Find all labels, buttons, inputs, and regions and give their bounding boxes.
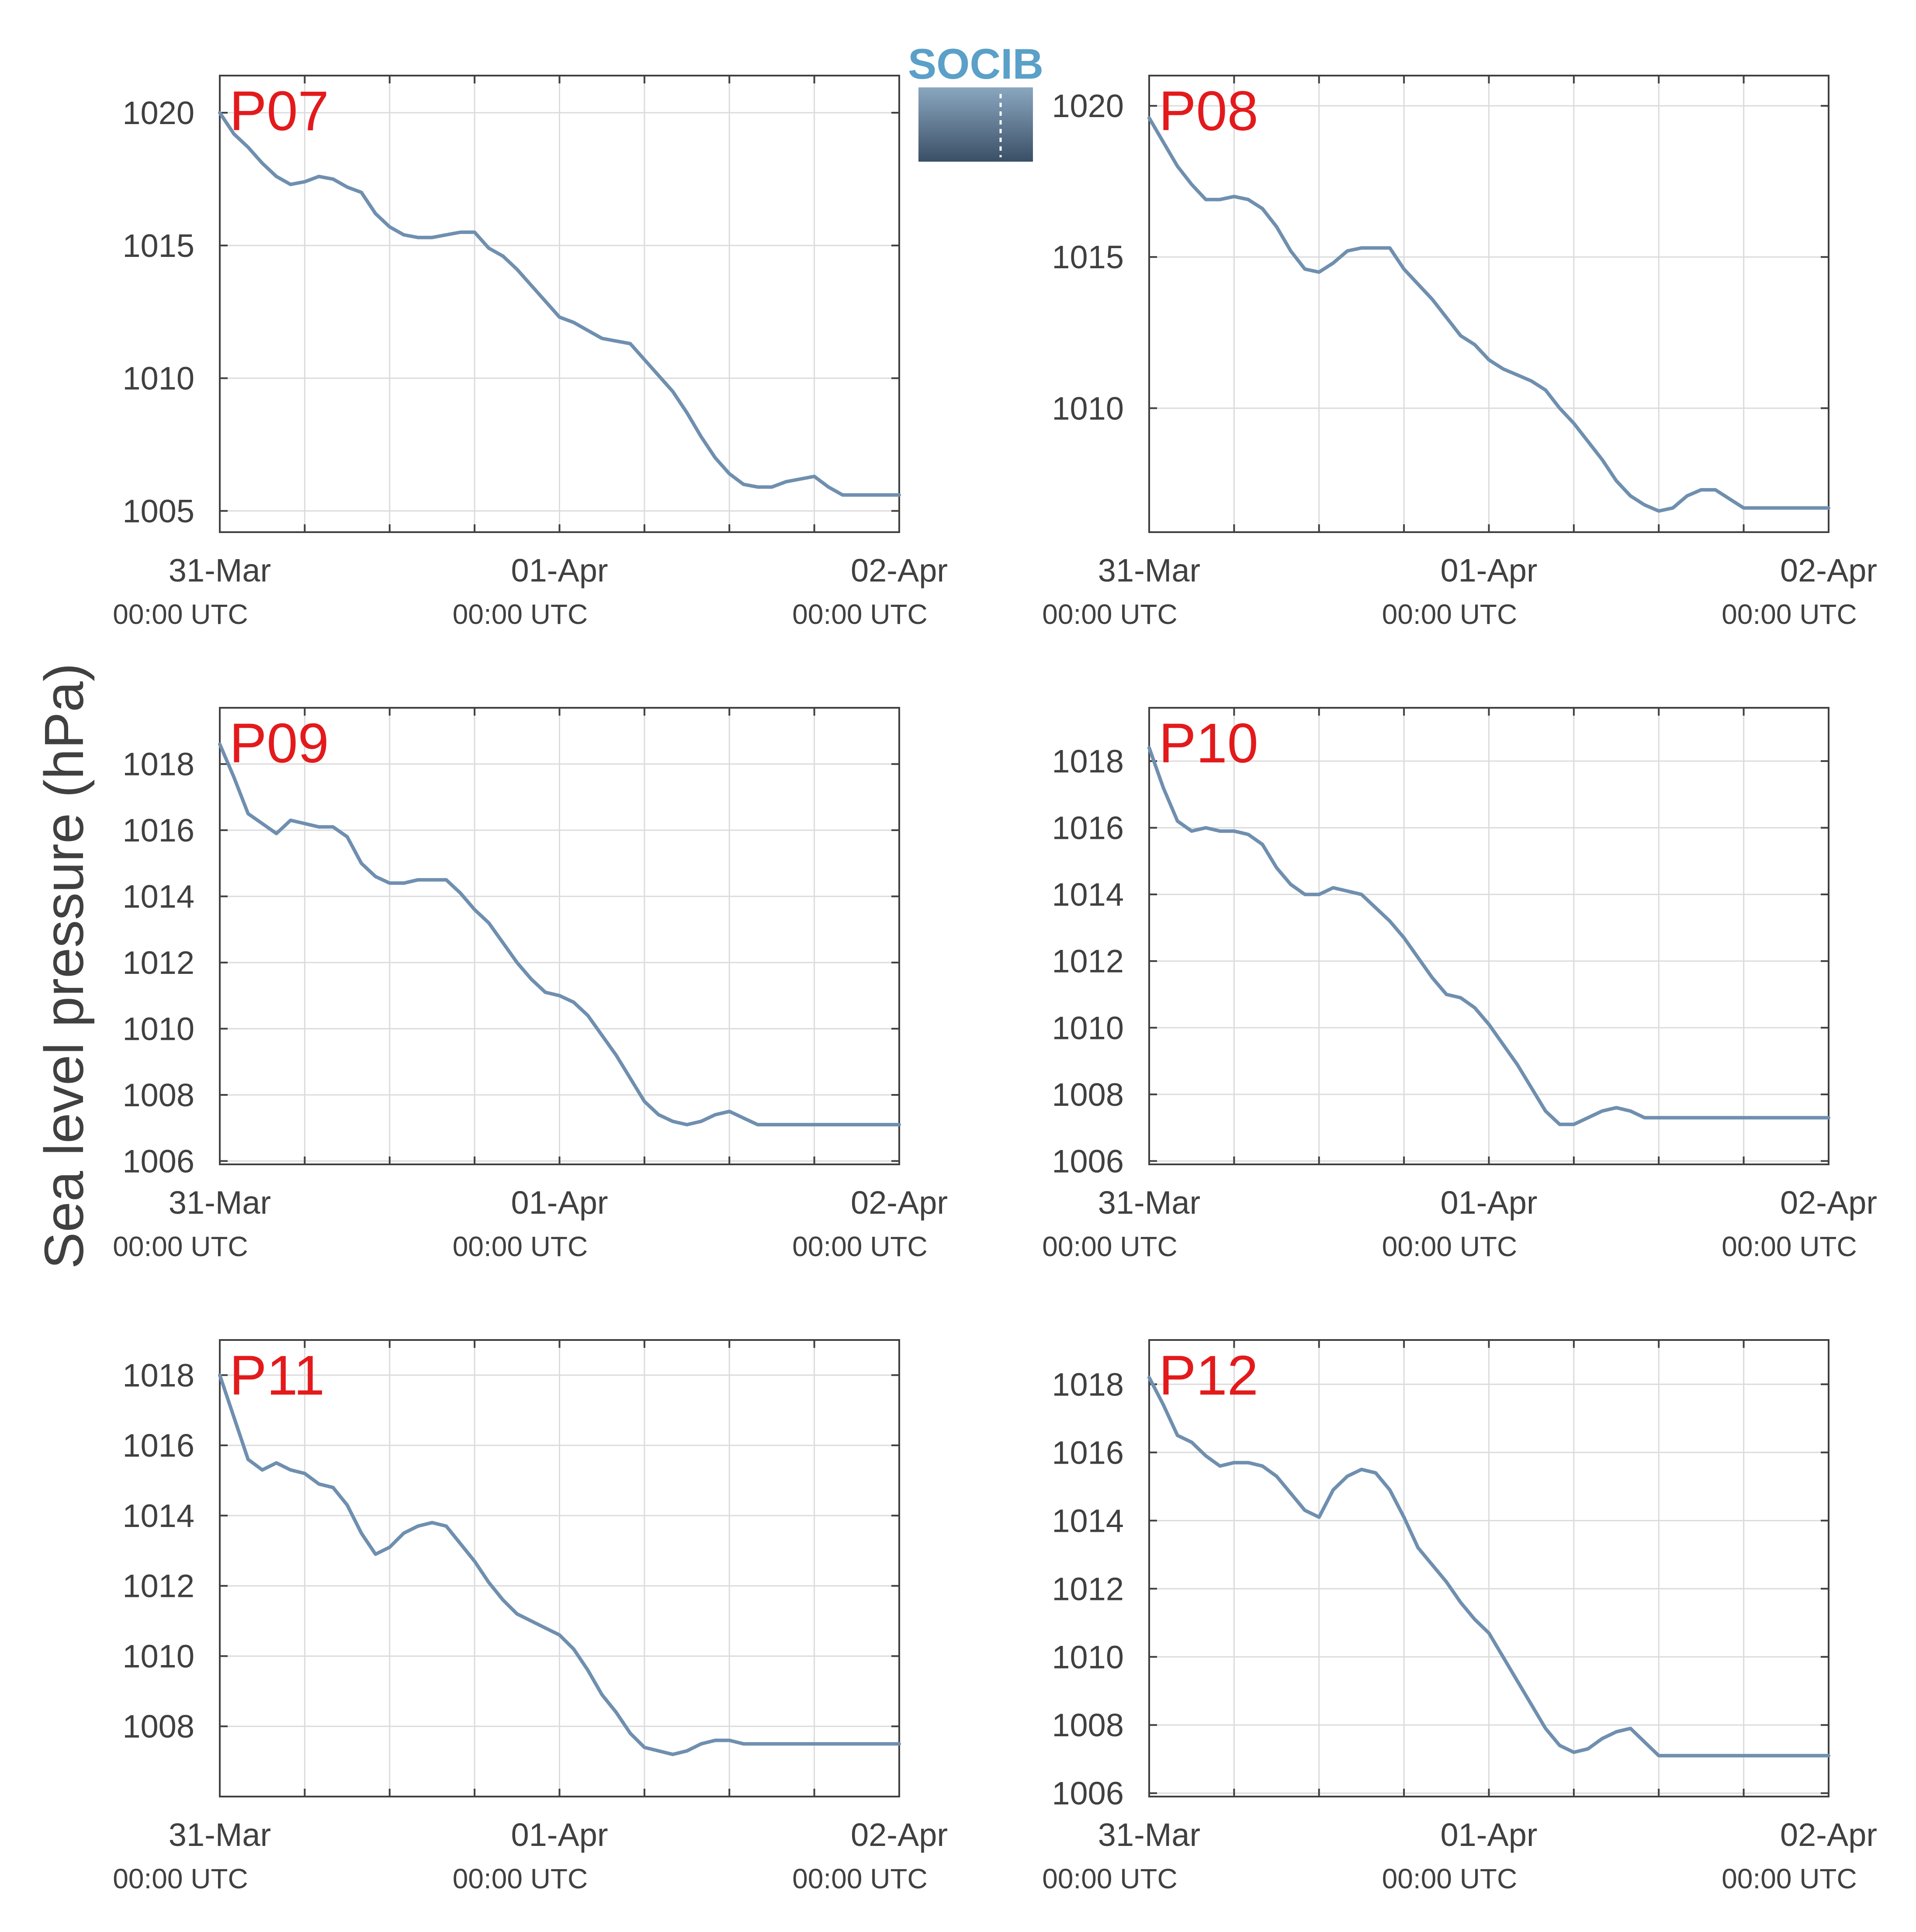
panel-label: P07 [229, 80, 329, 142]
panel-label: P11 [229, 1344, 325, 1407]
panels: 1005 1010 1015 1020 31-Mar 00:00 UTC 01-Apr 00:… [113, 75, 1877, 1894]
panel-label: P08 [1159, 80, 1258, 142]
x-tick-time-label: 00:00 UTC [453, 1863, 588, 1894]
series-line [218, 742, 901, 1127]
chart-panel-p07: 1005 1010 1015 1020 31-Mar 00:00 UTC 01-Apr 00:… [113, 75, 948, 630]
x-tick-time-label: 00:00 UTC [453, 599, 588, 630]
logo-gradient-block [918, 87, 1033, 162]
y-tick-label: 1008 [122, 1708, 194, 1745]
x-tick-date-label: 31-Mar [169, 1817, 271, 1853]
x-tick-time-label: 00:00 UTC [1722, 1863, 1857, 1894]
x-tick-date-label: 02-Apr [851, 552, 948, 589]
y-tick-label: 1005 [122, 493, 194, 529]
x-tick-time-label: 00:00 UTC [1382, 1231, 1517, 1262]
x-tick-date-label: 31-Mar [1098, 1184, 1200, 1221]
y-tick-label: 1016 [1052, 810, 1124, 846]
x-tick-date-label: 31-Mar [169, 1184, 271, 1221]
y-tick-label: 1014 [1052, 1503, 1124, 1539]
x-tick-date-label: 02-Apr [1780, 1184, 1877, 1221]
y-tick-label: 1010 [1052, 1010, 1124, 1046]
y-tick-label: 1015 [1052, 239, 1124, 275]
y-tick-label: 1010 [122, 1011, 194, 1047]
panel-label: P12 [1159, 1344, 1258, 1407]
y-tick-label: 1010 [1052, 390, 1124, 426]
y-tick-label: 1018 [1052, 1366, 1124, 1402]
chart-panel-p10: 1006 1008 1010 1012 1014 1016 1018 31-Mar 00:00 … [1042, 707, 1877, 1262]
series-line [1147, 116, 1830, 513]
y-tick-label: 1020 [1052, 88, 1124, 124]
y-tick-label: 1016 [122, 812, 194, 848]
x-tick-time-label: 00:00 UTC [1382, 1863, 1517, 1894]
x-tick-date-label: 01-Apr [511, 1184, 608, 1221]
x-tick-time-label: 00:00 UTC [1042, 1863, 1177, 1894]
series-line [218, 111, 901, 497]
x-tick-time-label: 00:00 UTC [113, 1863, 248, 1894]
chart-panel-p09: 1006 1008 1010 1012 1014 1016 1018 31-Mar 00:00 … [113, 707, 948, 1262]
x-tick-date-label: 01-Apr [1440, 552, 1537, 589]
chart-panel-p12: 1006 1008 1010 1012 1014 1016 1018 31-Mar 00:00 … [1042, 1339, 1877, 1894]
chart-panel-p08: 1010 1015 1020 31-Mar 00:00 UTC 01-Apr 00:00 U… [1042, 75, 1877, 630]
x-tick-time-label: 00:00 UTC [113, 599, 248, 630]
y-tick-label: 1014 [1052, 876, 1124, 913]
x-tick-date-label: 02-Apr [851, 1817, 948, 1853]
y-tick-label: 1018 [122, 746, 194, 782]
x-tick-time-label: 00:00 UTC [1382, 599, 1517, 630]
x-tick-date-label: 02-Apr [1780, 1817, 1877, 1853]
y-tick-label: 1008 [1052, 1077, 1124, 1113]
y-tick-label: 1006 [1052, 1775, 1124, 1811]
y-tick-label: 1012 [122, 945, 194, 981]
y-tick-label: 1020 [122, 95, 194, 131]
y-axis-label: Sea level pressure (hPa) [33, 663, 95, 1269]
x-tick-time-label: 00:00 UTC [1042, 1231, 1177, 1262]
x-tick-date-label: 01-Apr [1440, 1817, 1537, 1853]
y-tick-label: 1014 [122, 1498, 194, 1534]
x-tick-time-label: 00:00 UTC [1722, 1231, 1857, 1262]
y-tick-label: 1006 [1052, 1143, 1124, 1179]
y-tick-label: 1014 [122, 879, 194, 915]
y-tick-label: 1012 [122, 1568, 194, 1604]
y-tick-label: 1008 [122, 1077, 194, 1113]
x-tick-time-label: 00:00 UTC [113, 1231, 248, 1262]
x-tick-date-label: 01-Apr [1440, 1184, 1537, 1221]
y-tick-label: 1016 [1052, 1434, 1124, 1471]
y-tick-label: 1010 [122, 360, 194, 397]
socib-logo: SOCIB [908, 40, 1043, 162]
x-tick-date-label: 31-Mar [1098, 552, 1200, 589]
y-tick-label: 1010 [1052, 1639, 1124, 1675]
x-tick-time-label: 00:00 UTC [1042, 599, 1177, 630]
y-tick-label: 1016 [122, 1427, 194, 1464]
y-tick-label: 1018 [1052, 743, 1124, 779]
x-tick-date-label: 31-Mar [1098, 1817, 1200, 1853]
x-tick-time-label: 00:00 UTC [453, 1231, 588, 1262]
x-tick-time-label: 00:00 UTC [1722, 599, 1857, 630]
logo-text: SOCIB [908, 40, 1043, 88]
x-tick-date-label: 31-Mar [169, 552, 271, 589]
y-tick-label: 1010 [122, 1638, 194, 1674]
x-tick-date-label: 02-Apr [851, 1184, 948, 1221]
x-tick-time-label: 00:00 UTC [792, 1863, 927, 1894]
y-tick-label: 1012 [1052, 943, 1124, 980]
x-tick-date-label: 01-Apr [511, 552, 608, 589]
y-tick-label: 1006 [122, 1143, 194, 1179]
y-tick-label: 1008 [1052, 1707, 1124, 1743]
y-tick-label: 1012 [1052, 1571, 1124, 1607]
series-line [1147, 1375, 1830, 1758]
series-line [1147, 746, 1830, 1126]
panel-label: P09 [229, 712, 329, 775]
x-tick-date-label: 01-Apr [511, 1817, 608, 1853]
chart-panel-p11: 1008 1010 1012 1014 1016 1018 31-Mar 00:00 UTC 0… [113, 1339, 948, 1894]
x-tick-time-label: 00:00 UTC [792, 599, 927, 630]
panel-label: P10 [1159, 712, 1258, 775]
y-tick-label: 1015 [122, 228, 194, 264]
x-tick-time-label: 00:00 UTC [792, 1231, 927, 1262]
y-tick-label: 1018 [122, 1357, 194, 1393]
series-line [218, 1373, 901, 1756]
x-tick-date-label: 02-Apr [1780, 552, 1877, 589]
